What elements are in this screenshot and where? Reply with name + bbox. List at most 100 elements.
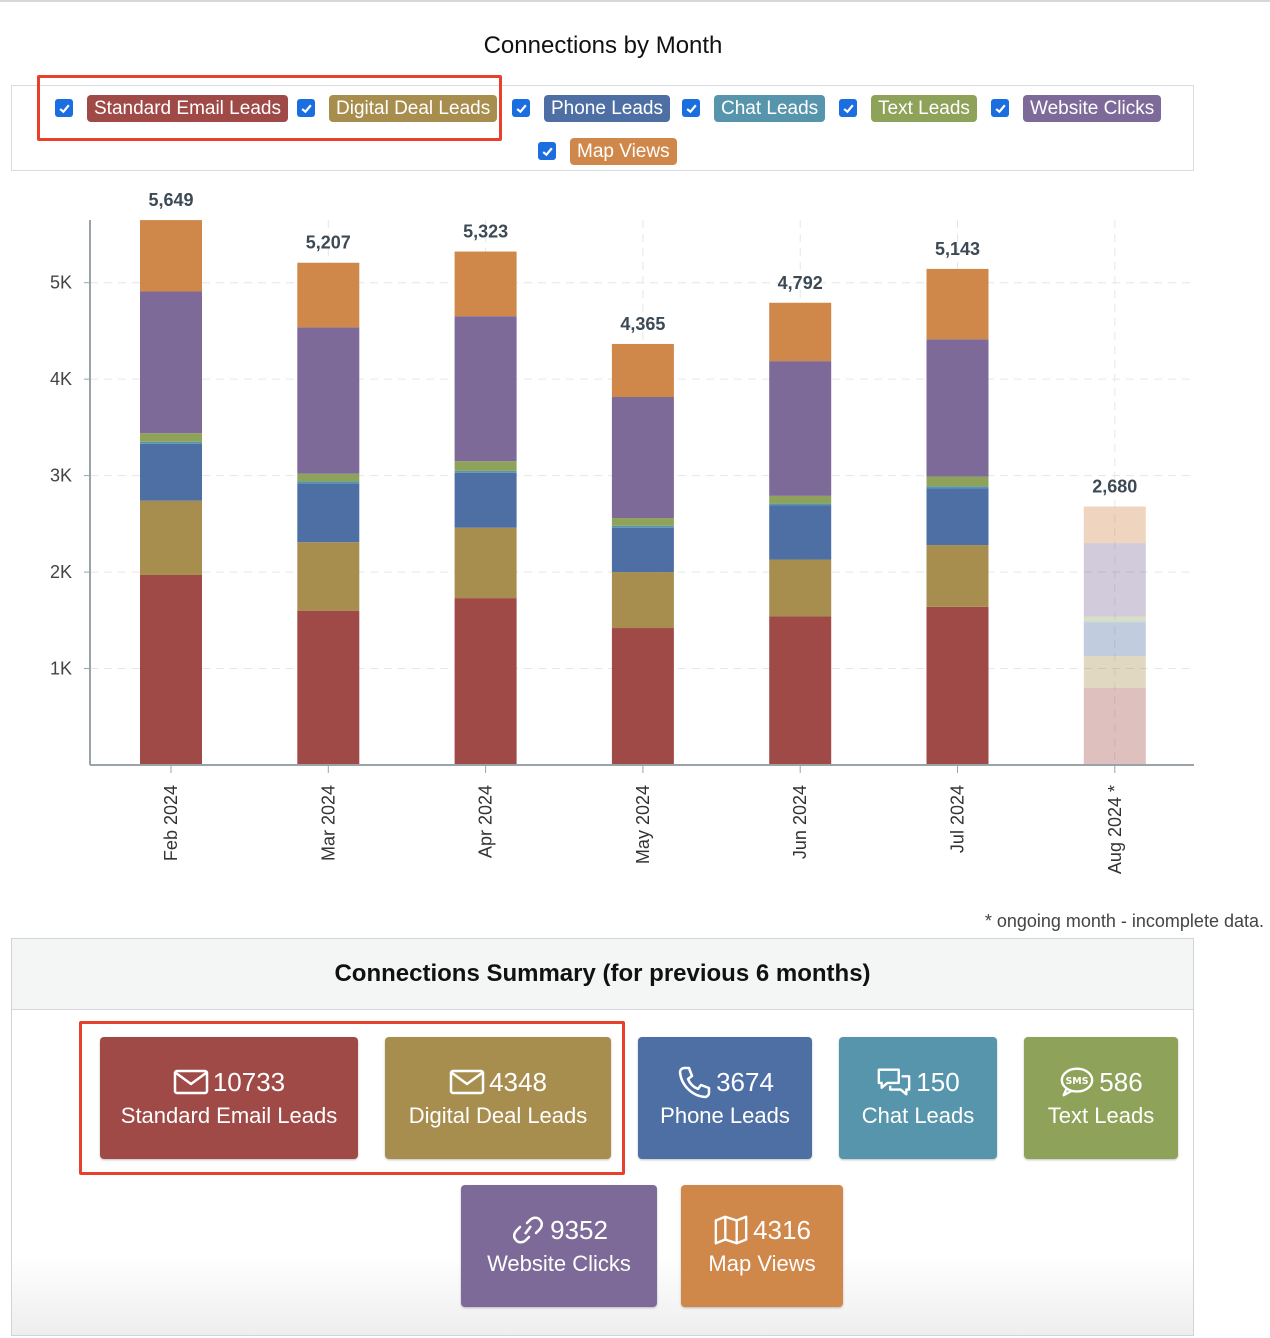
legend-item-text-leads[interactable]: Text Leads	[839, 94, 977, 122]
legend-item-phone-leads[interactable]: Phone Leads	[512, 94, 670, 122]
bar-segment	[454, 527, 517, 599]
x-tick-label: Apr 2024	[476, 785, 496, 858]
phone-icon	[678, 1066, 711, 1099]
tile-value: 4348	[489, 1066, 547, 1097]
summary-tile-chat-leads[interactable]: 150 Chat Leads	[839, 1037, 997, 1159]
legend-label: Phone Leads	[544, 94, 670, 122]
x-tick-label: May 2024	[633, 785, 653, 864]
tile-value: 10733	[212, 1066, 286, 1097]
bar-segment	[769, 503, 832, 506]
bar-segment	[1083, 616, 1146, 622]
bar-total-label: 5,649	[148, 190, 193, 210]
bar-segment	[140, 433, 202, 442]
bar-segment	[140, 500, 202, 575]
bar-segment	[454, 316, 517, 462]
legend-item-digital-deal-leads[interactable]: Digital Deal Leads	[297, 94, 498, 122]
checkbox-checked-icon[interactable]	[55, 99, 73, 117]
stacked-bar-chart: 1K 2K 3K 4K 5K 5,649 Feb 2024 5,207 Mar 2024 5,32…	[50, 190, 1194, 874]
bar-segment	[140, 441, 202, 444]
legend-item-website-clicks[interactable]: Website Clicks	[991, 94, 1162, 122]
bar-segment	[1083, 543, 1146, 617]
tile-label: Website Clicks	[487, 1251, 631, 1276]
legend-label: Digital Deal Leads	[329, 94, 498, 122]
bar-segment	[611, 527, 674, 573]
tile-value: 586	[1099, 1066, 1143, 1097]
top-divider	[0, 0, 1270, 2]
connections-summary-panel: Connections Summary (for previous 6 mont…	[11, 938, 1194, 1336]
bar-segment	[926, 339, 989, 477]
summary-tile-text-leads[interactable]: SMS 586 Text Leads	[1024, 1037, 1178, 1159]
checkbox-checked-icon[interactable]	[512, 99, 530, 117]
legend-item-standard-email-leads[interactable]: Standard Email Leads	[55, 94, 288, 122]
bar-total-label: 4,792	[778, 273, 823, 293]
link-icon	[513, 1216, 544, 1244]
map-icon	[714, 1215, 748, 1245]
x-tick-label: Jun 2024	[790, 785, 810, 859]
bar-segment	[926, 488, 989, 546]
bar-segment	[611, 397, 674, 519]
bar-segment	[926, 268, 989, 340]
bar-segment	[611, 525, 674, 528]
tile-label: Digital Deal Leads	[408, 1103, 588, 1128]
y-tick-label: 5K	[50, 273, 72, 293]
summary-tile-map-views[interactable]: 4316 Map Views	[681, 1185, 843, 1307]
bar-segment	[454, 461, 517, 471]
x-tick-label: Aug 2024 *	[1105, 785, 1125, 874]
bar-segment	[454, 251, 517, 317]
legend-label: Website Clicks	[1023, 94, 1162, 122]
bar-segment	[140, 574, 202, 765]
bar-segment	[297, 473, 360, 482]
checkbox-checked-icon[interactable]	[297, 99, 315, 117]
legend-label: Text Leads	[871, 94, 977, 122]
tile-label: Standard Email Leads	[120, 1103, 338, 1128]
y-tick-label: 1K	[50, 659, 72, 679]
bar-segment	[769, 559, 832, 617]
bar-segment	[297, 327, 360, 474]
bar-segment	[611, 518, 674, 526]
bar-segment	[1083, 621, 1146, 623]
legend-item-chat-leads[interactable]: Chat Leads	[682, 94, 826, 122]
summary-tile-phone-leads[interactable]: 3674 Phone Leads	[638, 1037, 812, 1159]
svg-text:SMS: SMS	[1066, 1076, 1089, 1087]
bar-segment	[611, 628, 674, 765]
bar-total-label: 5,143	[935, 239, 980, 259]
chat-bubbles-icon	[877, 1068, 911, 1096]
x-tick-label: Feb 2024	[161, 785, 181, 861]
summary-tile-standard-email-leads[interactable]: 10733 Standard Email Leads	[100, 1037, 358, 1159]
bar-segment	[297, 262, 360, 328]
envelope-icon	[449, 1069, 485, 1095]
bar-segment	[1083, 506, 1146, 544]
bar-segment	[297, 542, 360, 611]
checkbox-checked-icon[interactable]	[682, 99, 700, 117]
bar-total-label: 4,365	[620, 314, 665, 334]
legend-label: Map Views	[570, 137, 677, 165]
y-tick-label: 3K	[50, 466, 72, 486]
summary-title: Connections Summary (for previous 6 mont…	[12, 939, 1193, 1010]
summary-tile-website-clicks[interactable]: 9352 Website Clicks	[461, 1185, 657, 1307]
chart-legend: Standard Email Leads Digital Deal Leads …	[11, 85, 1194, 171]
checkbox-checked-icon[interactable]	[839, 99, 857, 117]
y-tick-label: 4K	[50, 369, 72, 389]
bar-segment	[297, 481, 360, 484]
summary-tile-digital-deal-leads[interactable]: 4348 Digital Deal Leads	[385, 1037, 611, 1159]
tile-value: 3674	[716, 1066, 774, 1097]
bar-segment	[140, 443, 202, 501]
legend-item-map-views[interactable]: Map Views	[538, 137, 677, 165]
tile-value: 9352	[550, 1214, 608, 1245]
bar-segment	[769, 495, 832, 504]
checkbox-checked-icon[interactable]	[991, 99, 1009, 117]
tile-label: Text Leads	[1047, 1103, 1155, 1128]
bar-total-label: 5,207	[306, 233, 351, 253]
legend-label: Standard Email Leads	[87, 94, 288, 122]
bar-total-label: 2,680	[1092, 476, 1137, 496]
bar-segment	[297, 610, 360, 765]
bar-segment	[454, 598, 517, 765]
tile-label: Map Views	[708, 1251, 816, 1276]
bar-segment	[1083, 687, 1146, 765]
checkbox-checked-icon[interactable]	[538, 142, 556, 160]
bar-segment	[611, 572, 674, 629]
bar-segment	[769, 302, 832, 362]
chart-title: Connections by Month	[483, 32, 723, 59]
tile-label: Phone Leads	[660, 1103, 790, 1128]
bar-segment	[140, 291, 202, 434]
